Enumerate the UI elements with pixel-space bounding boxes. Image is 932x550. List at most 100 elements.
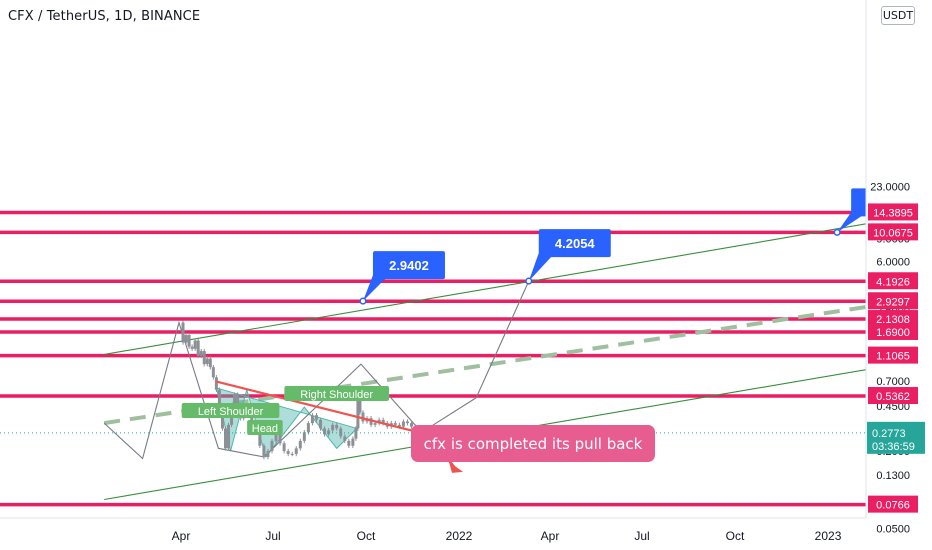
y-tick-label: 0.0500 <box>876 523 910 535</box>
level-price-tag-label: 14.3895 <box>873 207 913 219</box>
price-axis: 23.00009.00006.00002.50000.70000.45000.3… <box>865 0 925 535</box>
level-price-tag-label: 10.0675 <box>873 227 913 239</box>
hs-label: Left Shoulder <box>181 403 280 418</box>
candle-body <box>262 445 266 457</box>
candle <box>354 426 358 441</box>
downtrend-line <box>216 380 428 436</box>
candle-body <box>202 351 206 365</box>
candle-body <box>196 340 200 356</box>
target-callout-box <box>372 251 445 280</box>
time-axis: Apr Jul Oct 2022 Apr Jul Oct 2023 <box>0 517 866 543</box>
candle <box>347 438 351 449</box>
candle-body <box>199 351 203 356</box>
candle <box>306 420 310 435</box>
level-price-tag-label: 0.5362 <box>876 391 910 403</box>
candle <box>181 320 185 345</box>
candle-body <box>290 453 294 455</box>
pullback-arrow-head <box>448 461 463 473</box>
candle <box>294 446 298 457</box>
target-callout: 10 <box>833 188 866 236</box>
candle <box>319 417 323 431</box>
candle <box>298 438 302 451</box>
candle <box>187 332 191 349</box>
hs-label: Head <box>247 420 283 435</box>
x-tick-label: 2022 <box>446 529 473 543</box>
candle-body <box>393 423 397 425</box>
candle-body <box>236 394 240 406</box>
candle <box>190 344 194 352</box>
hs-label-text: Right Shoulder <box>300 389 373 401</box>
target-callout-point <box>833 228 841 236</box>
hs-label-text: Head <box>252 423 278 435</box>
candle-body <box>351 438 355 446</box>
candle <box>410 420 414 429</box>
candle <box>270 438 274 454</box>
symbol-title[interactable]: CFX / TetherUS, 1D, BINANCE <box>8 9 201 24</box>
candle <box>202 348 206 367</box>
level-price-tag-bg <box>868 292 918 310</box>
candle-body <box>327 430 331 435</box>
candle-body <box>214 377 218 390</box>
candle <box>405 419 409 426</box>
candle <box>262 443 266 460</box>
candle-body <box>270 440 274 452</box>
level-price-tag-label: 4.1926 <box>876 276 910 288</box>
candle-body <box>286 451 290 454</box>
candle <box>199 348 203 359</box>
target-callout-pointer <box>362 275 389 302</box>
candle-body <box>294 448 298 454</box>
candle <box>286 448 290 457</box>
x-tick-label: Jul <box>265 529 280 543</box>
level-price-tag: 14.3895 <box>868 203 918 221</box>
candle-body <box>310 415 314 424</box>
target-callout-point <box>359 297 367 305</box>
candle-body <box>298 440 302 449</box>
candle-body <box>319 419 323 429</box>
level-price-tag-bg <box>868 322 918 340</box>
candle <box>343 434 347 444</box>
candle-body <box>314 415 318 420</box>
candle-body <box>373 423 377 425</box>
candle <box>184 332 188 345</box>
x-tick-label: Oct <box>357 529 376 543</box>
candle <box>351 436 355 449</box>
target-callout-label: 4.2054 <box>555 236 596 251</box>
candle <box>266 448 270 460</box>
candles <box>181 320 425 460</box>
current-price-label: 0.2773 <box>872 428 906 440</box>
currency-badge[interactable]: USDT <box>881 6 915 25</box>
candle-body <box>208 358 212 368</box>
x-tick-label: 2023 <box>815 529 842 543</box>
candle-body <box>282 443 286 452</box>
candle-body <box>181 322 185 343</box>
plot-area: Left Shoulder Head Right Shoulder 2.9402 4.2… <box>0 188 866 507</box>
target-callout: 2.9402 <box>359 251 445 305</box>
hs-label-bg <box>284 386 389 401</box>
candle-body <box>335 424 339 429</box>
candle-body <box>190 346 194 349</box>
level-price-tag-label: 0.0766 <box>876 500 910 512</box>
candle-body <box>184 335 188 343</box>
level-price-tag-bg <box>868 310 918 328</box>
candle-body <box>227 424 231 449</box>
level-price-tag: 1.1065 <box>868 346 918 364</box>
y-tick-label: 6.0000 <box>876 256 910 268</box>
level-price-tag-bg <box>868 272 918 290</box>
candle-body <box>266 451 270 457</box>
level-price-tag-label: 1.1065 <box>876 351 910 363</box>
level-price-tag-label: 1.6900 <box>876 327 910 339</box>
y-tick-label: 23.0000 <box>870 181 910 193</box>
candle <box>282 441 286 454</box>
candle-body <box>258 432 262 446</box>
candle <box>208 356 212 370</box>
candle-body <box>331 424 335 431</box>
candle <box>196 338 200 359</box>
candle <box>290 451 294 457</box>
candle-body <box>278 434 282 444</box>
candle <box>331 422 335 433</box>
target-callout-box <box>538 229 611 258</box>
countdown-label: 03:36:59 <box>872 441 915 453</box>
